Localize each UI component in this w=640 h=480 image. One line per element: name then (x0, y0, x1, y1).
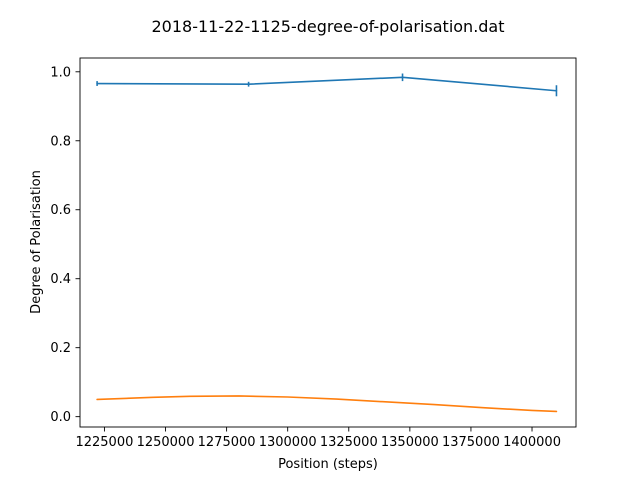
plot-area (80, 58, 576, 427)
y-axis-label: Degree of Polarisation (29, 170, 44, 314)
y-tick-label-1: 0.2 (50, 341, 71, 356)
y-tick-label-4: 0.8 (50, 134, 71, 149)
plot-background (80, 58, 576, 427)
series-0 (96, 73, 558, 97)
x-axis-label: Position (steps) (278, 457, 378, 472)
x-tick-label-4: 1325000 (320, 435, 378, 450)
x-tick-label-7: 1400000 (503, 435, 561, 450)
chart-title: 2018-11-22-1125-degree-of-polarisation.d… (151, 17, 504, 36)
axes-layer: 1225000 1250000 1275000 1300000 1325000 13500… (50, 57, 577, 450)
y-tick-label-3: 0.6 (50, 203, 71, 218)
series-1-line (96, 395, 558, 413)
x-tick-label-6: 1375000 (442, 435, 500, 450)
y-tick-label-2: 0.4 (50, 272, 71, 287)
x-tick-label-5: 1350000 (381, 435, 439, 450)
x-tick-label-1: 1250000 (137, 435, 195, 450)
x-tick-label-0: 1225000 (75, 435, 133, 450)
series-0-line (96, 76, 558, 92)
axes-frame (79, 57, 577, 428)
y-tick-label-0: 0.0 (50, 410, 71, 425)
series-1 (96, 395, 558, 413)
y-tick-label-5: 1.0 (50, 65, 71, 80)
x-tick-label-3: 1300000 (259, 435, 317, 450)
x-tick-label-2: 1275000 (198, 435, 256, 450)
series-layer (96, 73, 558, 413)
